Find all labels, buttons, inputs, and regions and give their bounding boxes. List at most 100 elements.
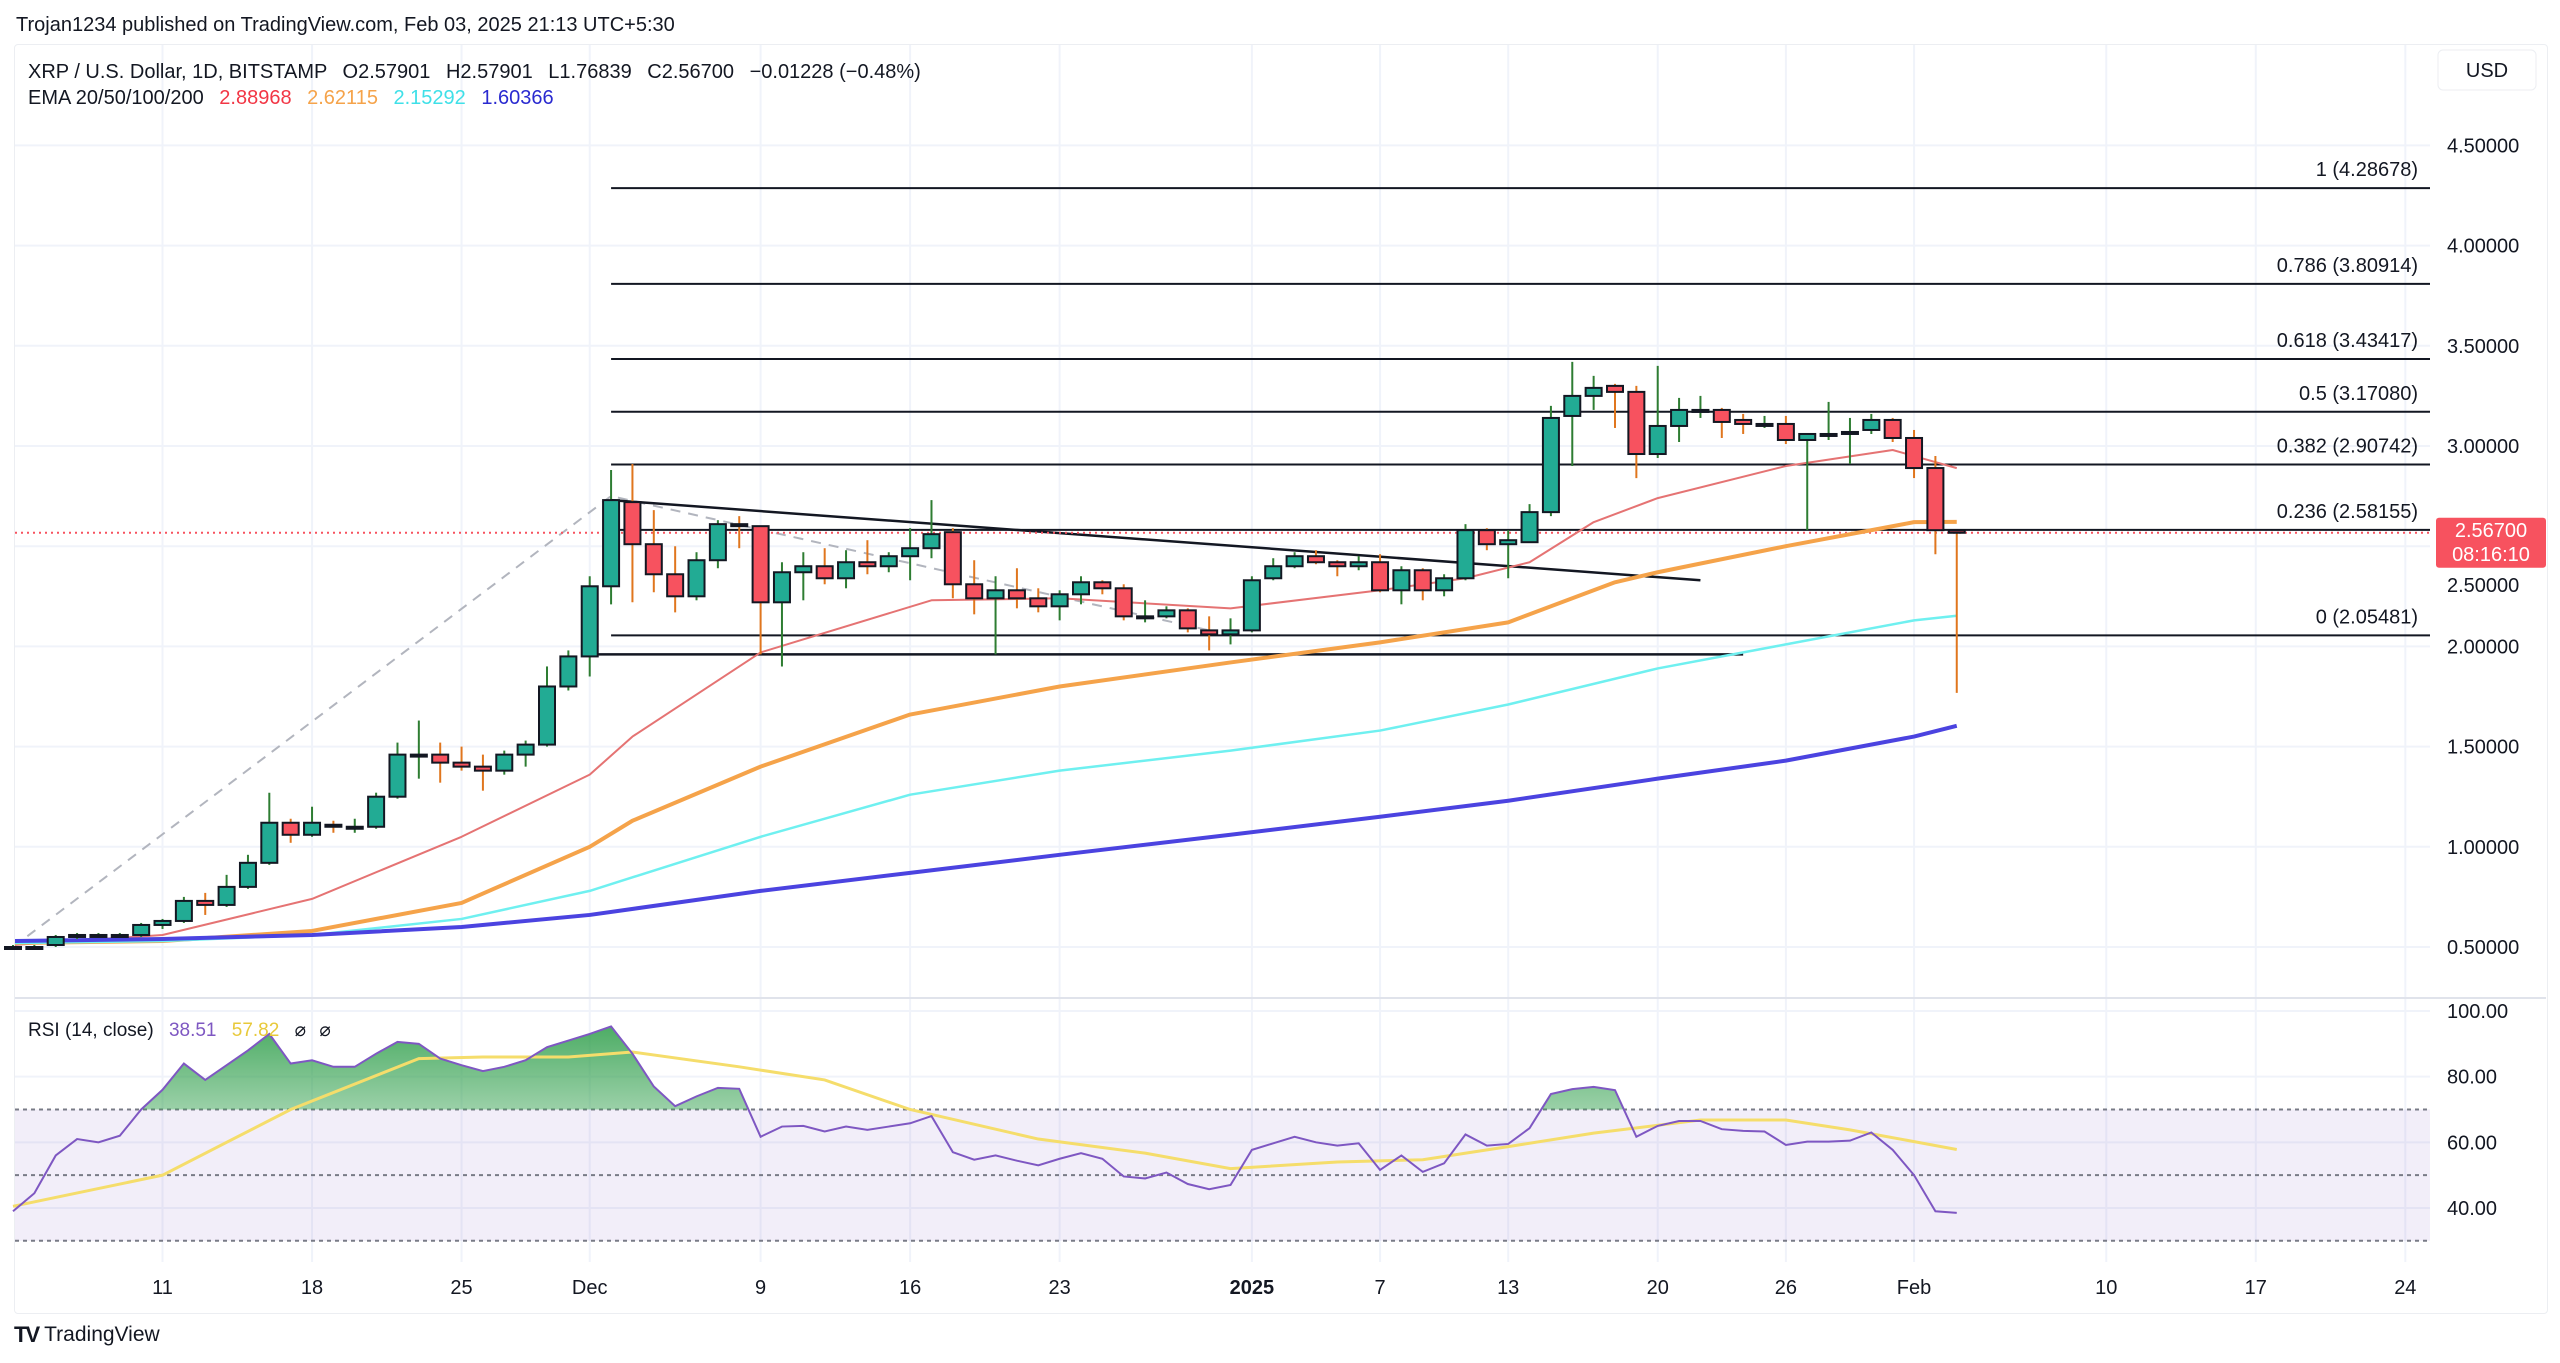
candle-body	[1905, 436, 1924, 470]
candle-body	[965, 583, 984, 600]
candle	[666, 546, 685, 613]
candle	[196, 892, 215, 915]
candle-body	[153, 919, 172, 926]
candle-body	[1221, 629, 1240, 636]
candle-body	[751, 525, 770, 604]
rsi-overbought-fill	[15, 1026, 1957, 1110]
candle-body	[68, 933, 87, 938]
rsi-tick-label: 100.00	[2447, 1001, 2508, 1023]
fib-level-label: 0.5 (3.17080)	[2299, 383, 2418, 405]
rsi-legend[interactable]: RSI (14, close) 38.51 57.82 ⌀ ⌀	[28, 1020, 331, 1041]
candle-body	[174, 899, 193, 922]
tradingview-logo[interactable]: TV TradingView	[14, 1322, 160, 1348]
candle	[1819, 401, 1838, 440]
candle	[217, 874, 236, 907]
candle-body	[260, 821, 279, 864]
main-legend: XRP / U.S. Dollar, 1D, BITSTAMP O2.57901…	[28, 61, 921, 83]
ohlc-low: L1.76839	[548, 61, 631, 83]
candle-body	[452, 761, 471, 768]
ema-lines	[15, 449, 1958, 946]
candle	[1456, 524, 1475, 581]
candle	[1093, 580, 1112, 595]
candle	[815, 548, 834, 585]
chart-frame	[14, 44, 2548, 1314]
candle	[89, 932, 108, 938]
candle	[4, 944, 22, 950]
price-tick-label: 0.50000	[2447, 937, 2519, 959]
candle-body	[1072, 581, 1090, 596]
candle-body	[708, 523, 727, 562]
fib-trend-dashed-line	[15, 495, 1210, 947]
candle	[132, 922, 151, 937]
ema-legend[interactable]: EMA 20/50/100/200 2.88968 2.62115 2.1529…	[28, 87, 554, 109]
candle-body	[1328, 561, 1347, 568]
candle	[986, 576, 1005, 655]
publish-info: Trojan1234 published on TradingView.com,…	[16, 14, 675, 36]
candle	[281, 818, 300, 843]
candle-body	[1093, 581, 1112, 590]
candle	[1798, 432, 1817, 531]
candle	[794, 552, 813, 601]
candle	[1712, 407, 1731, 438]
price-tick-label: 3.00000	[2447, 436, 2519, 458]
candle	[772, 562, 791, 667]
candle-body	[1670, 408, 1689, 427]
currency-button[interactable]: USD	[2437, 49, 2537, 91]
rsi-extra-2: ⌀	[319, 1020, 330, 1041]
candle	[1264, 558, 1283, 581]
candle-body	[196, 899, 215, 906]
candle	[260, 792, 279, 865]
candle	[538, 666, 556, 747]
rsi-plot	[12, 1025, 1958, 1214]
fib-level-label: 1 (4.28678)	[2316, 159, 2418, 181]
candles	[4, 361, 1966, 950]
tradingview-brand: TradingView	[44, 1323, 160, 1346]
candle	[943, 528, 962, 599]
candle	[1072, 576, 1090, 605]
rsi-label: RSI (14, close)	[28, 1020, 154, 1041]
ema200-line	[15, 723, 1958, 943]
date-tick-label: 7	[1374, 1277, 1385, 1299]
price-tick-label: 3.50000	[2447, 336, 2519, 358]
candle	[1285, 552, 1304, 569]
rsi-tick-label: 60.00	[2447, 1132, 2497, 1154]
price-tick-label: 1.50000	[2447, 737, 2519, 759]
date-tick-label: Feb	[1897, 1277, 1931, 1299]
candle-body	[901, 547, 920, 558]
candle	[1413, 568, 1432, 601]
ema100-line	[15, 614, 1957, 945]
price-tick-label: 4.00000	[2447, 236, 2519, 258]
candle	[1221, 618, 1240, 645]
candle-body	[4, 946, 22, 950]
candle-body	[1584, 386, 1603, 397]
candle-body	[1136, 615, 1155, 620]
candle-body	[388, 753, 407, 798]
candle	[174, 896, 193, 923]
candle	[452, 746, 471, 771]
candle	[516, 740, 535, 767]
candle-body	[666, 573, 685, 598]
descending-trendline	[610, 498, 1701, 582]
ema20-value: 2.88968	[219, 87, 291, 109]
candle-body	[794, 565, 813, 574]
candle-body	[772, 571, 791, 604]
candle-body	[324, 823, 343, 828]
candle-body	[1050, 593, 1069, 608]
date-tick-label: 18	[301, 1277, 323, 1299]
date-tick-label: 10	[2095, 1277, 2117, 1299]
candle-body	[1114, 587, 1133, 618]
candle-body	[922, 533, 941, 550]
ema100-value: 2.15292	[394, 87, 466, 109]
candle-body	[538, 685, 556, 746]
tradingview-logo-icon: TV	[14, 1322, 40, 1347]
candle	[495, 750, 514, 775]
price-tick-label: 2.50000	[2447, 575, 2519, 597]
ema200-value: 1.60366	[481, 87, 553, 109]
candle-body	[879, 555, 898, 568]
candle-body	[1755, 422, 1774, 427]
candle	[602, 470, 621, 605]
candle-body	[1029, 597, 1048, 608]
candle	[1029, 588, 1048, 613]
currency-label: USD	[2466, 60, 2508, 82]
